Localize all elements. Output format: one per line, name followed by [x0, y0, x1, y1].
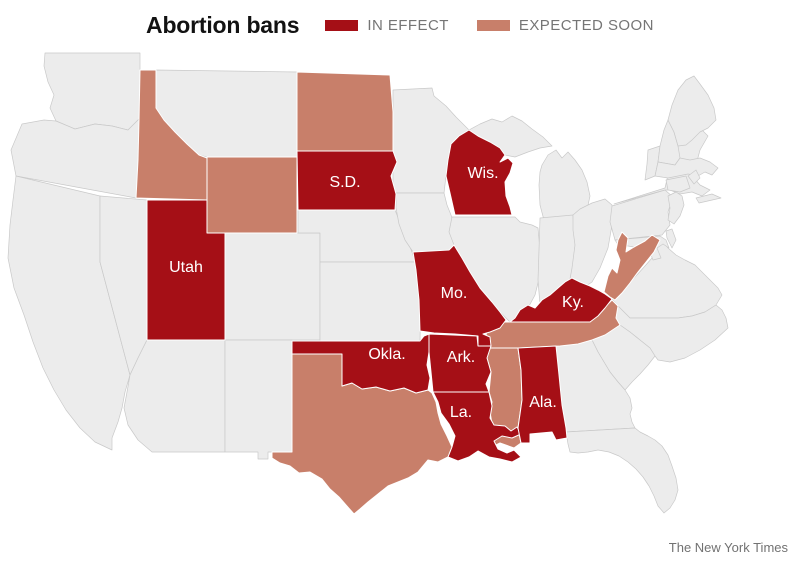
state-washington — [43, 52, 141, 131]
state-new-mexico — [224, 339, 293, 460]
states-layer — [7, 52, 729, 515]
legend-item-in-effect: IN EFFECT — [325, 17, 449, 34]
state-arizona — [123, 339, 226, 453]
state-oklahoma — [291, 333, 431, 394]
state-wyoming — [206, 156, 298, 234]
state-idaho — [135, 69, 208, 201]
state-louisiana — [432, 391, 522, 463]
state-ohio — [567, 198, 613, 291]
state-rhode-island — [687, 169, 701, 185]
state-south-dakota — [296, 150, 398, 211]
source-credit: The New York Times — [668, 540, 788, 555]
state-delaware — [665, 228, 677, 249]
state-label-kentucky: Ky. — [562, 294, 584, 311]
state-arkansas — [428, 333, 492, 393]
state-label-missouri: Mo. — [441, 285, 468, 302]
legend: IN EFFECT EXPECTED SOON — [325, 17, 654, 34]
state-utah — [146, 199, 226, 341]
state-new-jersey — [667, 191, 685, 225]
state-label-south-dakota: S.D. — [329, 174, 360, 191]
legend-item-expected-soon: EXPECTED SOON — [476, 17, 654, 34]
legend-swatch-expected-soon — [476, 20, 510, 31]
legend-label-expected-soon: EXPECTED SOON — [518, 17, 654, 34]
state-wisconsin — [445, 129, 514, 216]
state-label-utah: Utah — [169, 259, 203, 276]
state-new-york-long-island — [695, 193, 722, 204]
legend-swatch-in-effect — [325, 20, 359, 31]
state-west-virginia — [603, 231, 661, 301]
state-florida — [565, 427, 679, 514]
state-label-arkansas: Ark. — [447, 349, 475, 366]
state-north-dakota — [296, 71, 394, 152]
header: Abortion bans IN EFFECT EXPECTED SOON — [0, 12, 800, 39]
state-colorado — [224, 232, 321, 341]
state-label-oklahoma: Okla. — [368, 346, 405, 363]
state-label-wisconsin: Wis. — [467, 165, 498, 182]
state-alabama — [517, 345, 568, 444]
state-california — [7, 175, 131, 451]
state-label-alabama: Ala. — [529, 394, 557, 411]
state-kentucky — [509, 277, 613, 323]
state-missouri — [412, 244, 507, 347]
state-labels-layer: S.D. Wis. Utah Mo. Ky. Okla. Ark. La. Al… — [169, 165, 584, 421]
legend-label-in-effect: IN EFFECT — [367, 17, 449, 34]
chart-title: Abortion bans — [146, 12, 300, 38]
state-label-louisiana: La. — [450, 404, 472, 421]
state-maine — [667, 75, 717, 147]
state-connecticut — [665, 175, 691, 193]
state-pennsylvania — [609, 189, 674, 241]
state-kansas — [319, 261, 422, 342]
